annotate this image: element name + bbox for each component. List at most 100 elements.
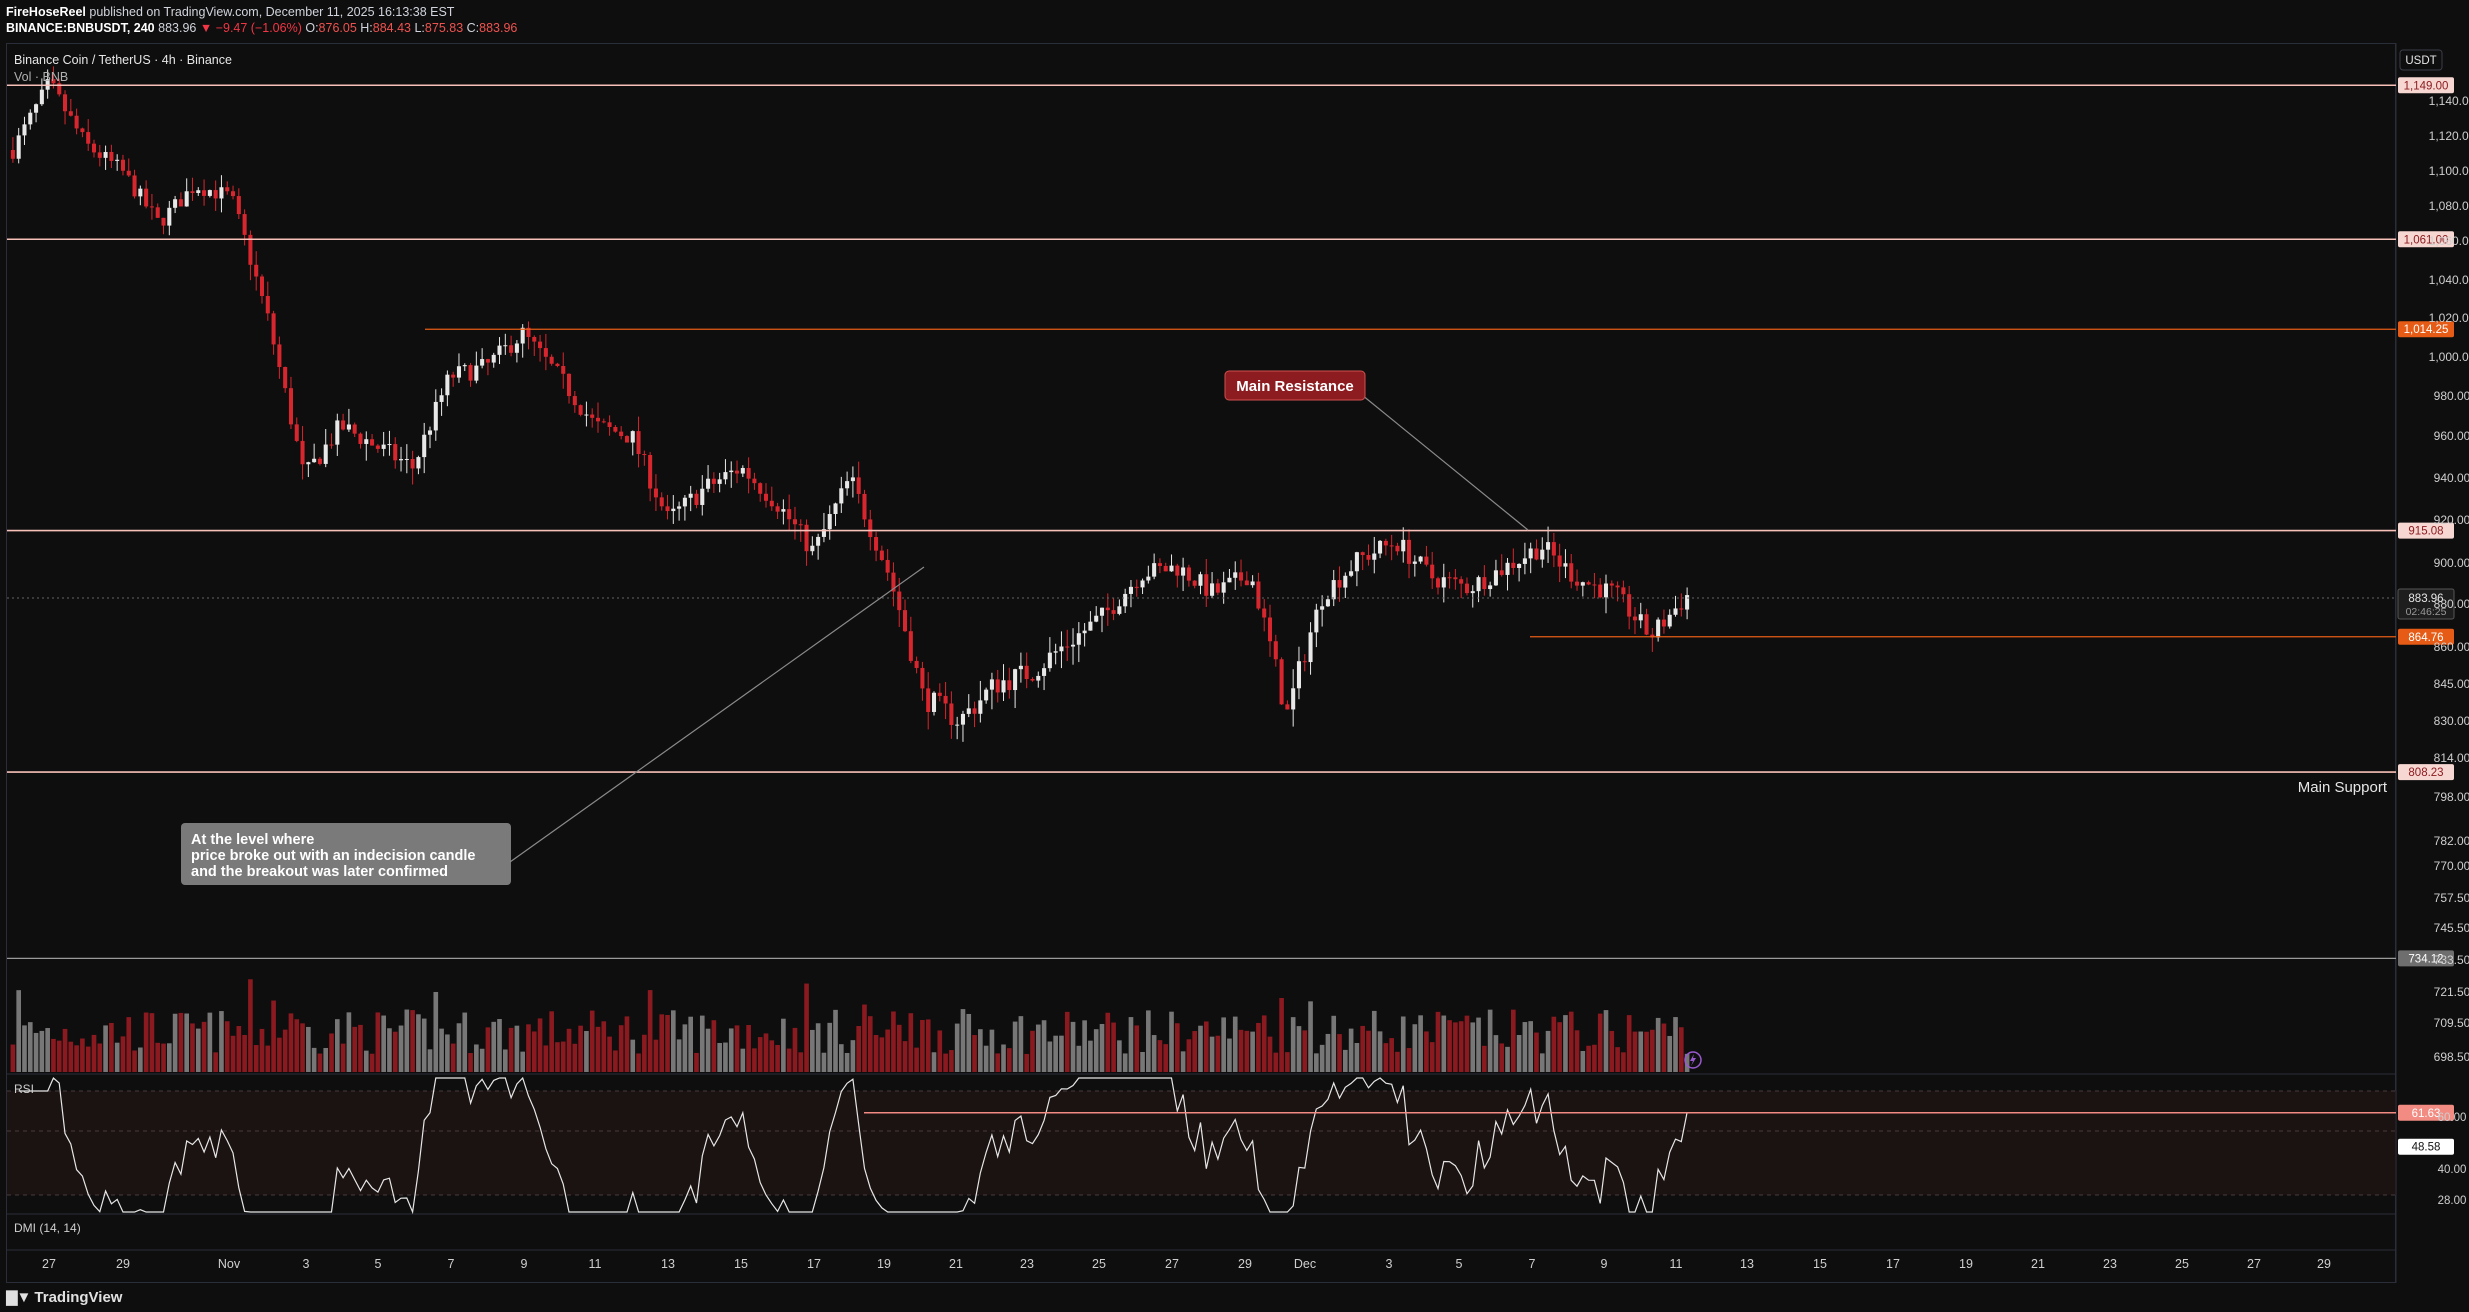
volume-bar <box>624 1016 630 1072</box>
candle-body <box>1609 583 1614 586</box>
high-label: H: <box>360 21 373 35</box>
level-price-label: 808.23 <box>2408 767 2443 779</box>
rsi-pane-label[interactable]: RSI <box>14 1082 34 1096</box>
x-tick-label: 17 <box>1886 1257 1900 1271</box>
candle-body <box>1076 633 1081 645</box>
candle-body <box>474 365 479 381</box>
y-tick-label: 782.00 <box>2434 834 2469 848</box>
candle-body <box>497 345 502 355</box>
volume-bar <box>1371 1010 1377 1072</box>
candle-body <box>74 115 79 129</box>
volume-bar <box>781 1018 786 1072</box>
volume-bar <box>856 1025 862 1072</box>
candle-body <box>173 199 178 208</box>
rsi-tick-label: 60.00 <box>2438 1112 2467 1124</box>
candle-body <box>735 470 740 474</box>
volume-bar <box>1088 1040 1093 1072</box>
candle-body <box>1065 646 1070 648</box>
level-price-tag <box>2398 628 2454 645</box>
note-line-1: At the level where <box>191 832 314 848</box>
volume-bar <box>68 1041 74 1072</box>
volume-bar <box>775 1045 780 1072</box>
candle-body <box>126 170 131 176</box>
candle-body <box>1349 571 1354 576</box>
candle-body <box>1128 586 1133 594</box>
volume-bar <box>497 1019 502 1072</box>
candle-body <box>1233 572 1238 578</box>
main-resistance-callout[interactable]: Main Resistance <box>1224 370 1366 401</box>
candle-body <box>1198 574 1203 586</box>
candle-body <box>503 345 508 347</box>
candle-body <box>213 190 218 199</box>
x-tick-label: 21 <box>2031 1257 2045 1271</box>
volume-bar <box>1001 1044 1006 1072</box>
volume-bar <box>1482 1045 1487 1072</box>
y-tick-label: 1,060.00 <box>2429 234 2469 248</box>
breakout-note-callout[interactable]: At the level where price broke out with … <box>181 823 511 885</box>
rsi-tick-label: 28.00 <box>2438 1195 2467 1207</box>
volume-bar <box>230 1035 236 1072</box>
volume-bar <box>1006 1048 1012 1072</box>
candle-body <box>190 191 195 193</box>
volume-bar <box>804 983 809 1072</box>
candle-body <box>1499 570 1504 575</box>
candle-body <box>358 433 363 444</box>
candle-body <box>955 724 960 726</box>
publisher-name[interactable]: FireHoseReel <box>6 5 86 19</box>
volume-bar <box>1012 1021 1018 1072</box>
volume-bar <box>786 1048 792 1072</box>
volume-bar <box>1545 1030 1551 1072</box>
candle-body <box>1157 563 1162 566</box>
candle-body <box>1621 587 1626 595</box>
candle-body <box>567 373 572 397</box>
volume-bar <box>1337 1034 1342 1072</box>
candle-body <box>1627 594 1632 617</box>
volume-bar <box>1412 1024 1418 1072</box>
currency-badge[interactable]: USDT <box>2399 49 2443 71</box>
volume-bar <box>184 1013 190 1072</box>
volume-bar <box>352 1026 358 1072</box>
candle-body <box>584 414 589 416</box>
volume-bar <box>1082 1020 1087 1072</box>
volume-bar <box>508 1027 514 1072</box>
dmi-pane-label[interactable]: DMI (14, 14) <box>14 1221 81 1235</box>
candle-body <box>1099 607 1105 616</box>
volume-bar <box>1400 1016 1406 1072</box>
volume-bar <box>143 1012 149 1072</box>
candle-body <box>1013 669 1018 691</box>
candle-body <box>1580 582 1585 586</box>
volume-bar <box>1522 1022 1528 1072</box>
candle-body <box>1360 552 1365 556</box>
volume-bar <box>439 1028 444 1072</box>
volume-bar <box>178 1012 184 1072</box>
candle-body <box>1001 680 1006 693</box>
open-value: 876.05 <box>318 21 357 35</box>
volume-bar <box>132 1050 137 1072</box>
last-price-text: 883.96 <box>158 21 197 35</box>
candle-body <box>1007 680 1012 691</box>
footer-brand[interactable]: ▇▼ TradingView <box>6 1284 122 1310</box>
rsi-level-tag <box>2398 1104 2454 1121</box>
volume-bar <box>896 1024 902 1072</box>
volume-bar <box>27 1022 33 1072</box>
lightning-icon[interactable] <box>1684 1051 1702 1069</box>
volume-bar <box>954 1023 960 1072</box>
volume-bar <box>1626 1015 1632 1072</box>
candle-body <box>1372 553 1377 560</box>
level-price-label: 1,149.00 <box>2404 80 2449 92</box>
legend-volume[interactable]: Vol · BNB <box>14 70 68 84</box>
volume-bar <box>39 1030 45 1072</box>
legend-title[interactable]: Binance Coin / TetherUS · 4h · Binance <box>14 53 232 67</box>
volume-bar <box>1198 1025 1203 1072</box>
volume-bar <box>810 1029 815 1072</box>
volume-bar <box>537 1018 543 1072</box>
level-price-label: 915.08 <box>2408 526 2443 538</box>
volume-bar <box>838 1044 844 1072</box>
volume-bar <box>126 1017 132 1072</box>
volume-bar <box>867 1016 873 1072</box>
candle-body <box>1557 555 1562 567</box>
volume-bar <box>937 1030 943 1072</box>
volume-bar <box>1424 1031 1429 1072</box>
volume-bar <box>1232 1016 1238 1072</box>
